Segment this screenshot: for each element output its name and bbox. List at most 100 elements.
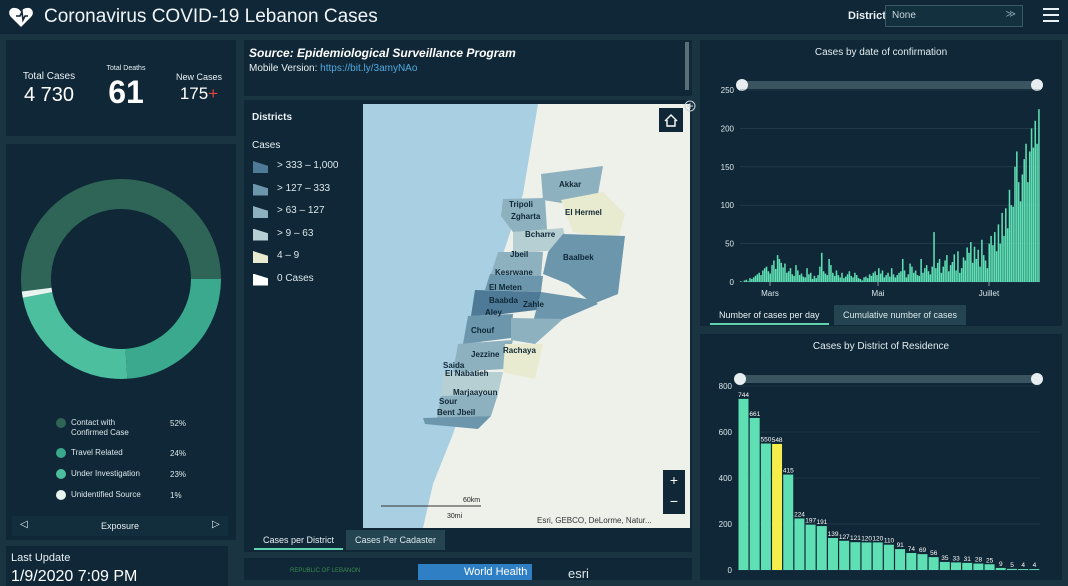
daily-case-bar[interactable] (898, 272, 900, 282)
daily-case-bar[interactable] (804, 277, 806, 282)
daily-case-bar[interactable] (990, 235, 992, 282)
daily-case-bar[interactable] (1014, 166, 1016, 282)
daily-case-bar[interactable] (1028, 151, 1031, 282)
daily-case-bar[interactable] (1023, 159, 1025, 282)
zoom-out-icon[interactable]: − (670, 493, 678, 509)
daily-case-bar[interactable] (793, 275, 795, 282)
district-meten-baabda[interactable] (471, 290, 545, 316)
district-bar[interactable] (917, 554, 928, 570)
district-bar[interactable] (895, 549, 906, 570)
daily-case-bar[interactable] (1010, 205, 1013, 282)
daily-case-bar[interactable] (760, 275, 762, 282)
daily-case-bar[interactable] (848, 271, 851, 282)
daily-case-bar[interactable] (909, 263, 911, 282)
daily-case-bar[interactable] (743, 280, 746, 282)
range-slider-handle-right[interactable] (1031, 373, 1043, 385)
daily-case-bar[interactable] (993, 232, 996, 282)
daily-case-bar[interactable] (751, 278, 753, 282)
daily-case-bar[interactable] (944, 260, 946, 282)
daily-case-bar[interactable] (924, 268, 926, 282)
daily-case-bar[interactable] (863, 277, 865, 282)
daily-case-bar[interactable] (870, 275, 873, 282)
daily-case-bar[interactable] (992, 245, 994, 282)
district-bar[interactable] (749, 417, 760, 570)
daily-case-bar[interactable] (940, 272, 943, 282)
daily-case-bar[interactable] (936, 262, 939, 282)
district-bar[interactable] (738, 398, 749, 570)
daily-case-bar[interactable] (749, 278, 751, 282)
daily-case-bar[interactable] (913, 272, 915, 282)
daily-case-bar[interactable] (966, 247, 968, 282)
daily-case-bar[interactable] (979, 266, 981, 282)
daily-case-bar[interactable] (1016, 151, 1018, 282)
daily-case-bar[interactable] (872, 272, 875, 282)
daily-case-bar[interactable] (942, 266, 944, 282)
district-akkar[interactable] (541, 166, 603, 204)
range-slider-track[interactable] (738, 375, 1040, 383)
district-bar[interactable] (839, 540, 850, 570)
source-scrollbar[interactable] (685, 42, 689, 90)
daily-case-bar[interactable] (1025, 143, 1027, 282)
daily-case-bar[interactable] (883, 277, 886, 282)
daily-case-bar[interactable] (887, 272, 889, 282)
tab-cases-per-cadaster[interactable]: Cases Per Cadaster (346, 530, 446, 550)
daily-case-bar[interactable] (946, 255, 948, 282)
district-bar[interactable] (783, 474, 794, 570)
daily-case-bar[interactable] (925, 265, 928, 282)
daily-case-bar[interactable] (951, 262, 954, 282)
daily-case-bar[interactable] (865, 276, 867, 282)
daily-case-bar[interactable] (769, 273, 771, 282)
daily-case-bar[interactable] (1036, 143, 1038, 282)
daily-case-bar[interactable] (1038, 109, 1040, 282)
district-bar[interactable] (951, 562, 962, 570)
range-slider-handle-right[interactable] (1031, 79, 1043, 91)
district-bar[interactable] (794, 518, 805, 570)
daily-case-bar[interactable] (935, 268, 937, 282)
daily-case-bar[interactable] (1021, 174, 1024, 282)
daily-case-bar[interactable] (896, 275, 898, 282)
daily-case-bar[interactable] (813, 275, 816, 282)
daily-case-bar[interactable] (874, 271, 876, 282)
daily-case-bar[interactable] (947, 271, 950, 282)
daily-case-bar[interactable] (988, 243, 991, 282)
daily-case-bar[interactable] (828, 258, 830, 282)
daily-case-bar[interactable] (811, 278, 814, 282)
daily-case-bar[interactable] (894, 277, 897, 282)
daily-case-bar[interactable] (885, 275, 887, 282)
daily-case-bar[interactable] (973, 246, 976, 282)
daily-case-bar[interactable] (931, 266, 933, 282)
daily-case-bar[interactable] (866, 278, 869, 282)
district-bar[interactable] (962, 562, 973, 570)
district-jbeil[interactable] (491, 252, 543, 276)
daily-case-bar[interactable] (754, 275, 757, 282)
daily-case-bar[interactable] (1027, 182, 1029, 282)
district-bar[interactable] (1018, 569, 1029, 570)
daily-case-bar[interactable] (981, 239, 983, 282)
daily-case-bar[interactable] (922, 272, 924, 282)
daily-case-bar[interactable] (971, 262, 974, 282)
donut-slice-2[interactable] (125, 279, 221, 379)
daily-case-bar[interactable] (795, 265, 797, 282)
daily-case-bar[interactable] (771, 265, 773, 282)
tab-cases-per-day[interactable]: Number of cases per day (710, 305, 829, 325)
daily-case-bar[interactable] (782, 267, 784, 282)
daily-case-bar[interactable] (846, 274, 849, 282)
daily-case-bar[interactable] (938, 258, 941, 282)
daily-case-bar[interactable] (905, 277, 908, 282)
daily-case-bar[interactable] (1017, 182, 1020, 282)
district-select[interactable]: None ≫ (885, 5, 1023, 27)
daily-case-bar[interactable] (1008, 189, 1011, 282)
daily-case-bar[interactable] (745, 279, 748, 282)
daily-case-bar[interactable] (933, 232, 935, 282)
donut-slice-3[interactable] (22, 292, 128, 379)
district-aley-chouf[interactable] (463, 314, 513, 344)
district-bar[interactable] (1006, 568, 1017, 570)
district-bar[interactable] (939, 561, 950, 570)
daily-case-bar[interactable] (822, 271, 825, 282)
district-bar[interactable] (906, 552, 917, 570)
chevron-right-icon[interactable]: ▷ (212, 519, 220, 530)
daily-case-bar[interactable] (830, 265, 832, 282)
range-slider-track[interactable] (740, 81, 1040, 89)
daily-case-bar[interactable] (773, 260, 775, 282)
district-marjaayoun[interactable] (437, 394, 498, 418)
